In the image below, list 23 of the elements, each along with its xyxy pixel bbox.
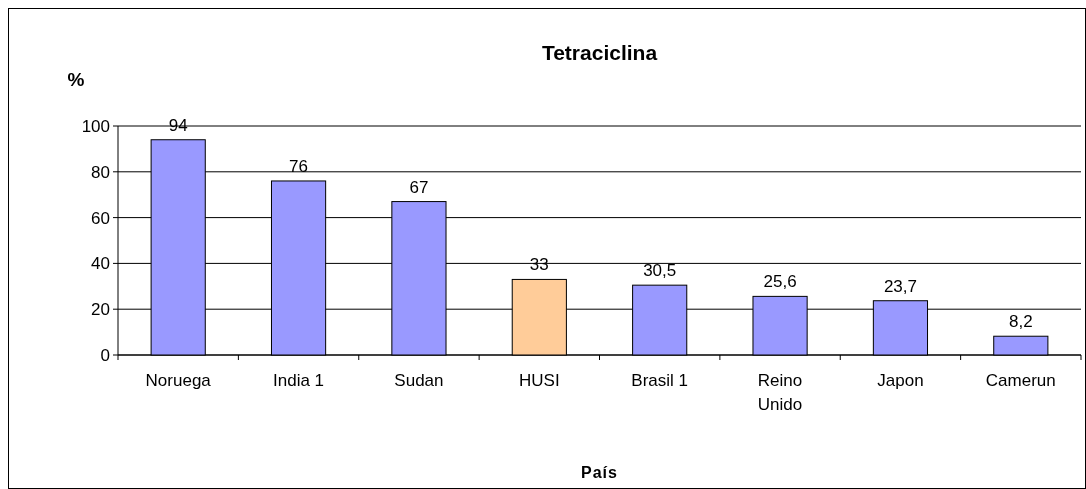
y-tick-label: 0 xyxy=(100,346,110,365)
x-tick-label: HUSI xyxy=(519,371,560,390)
chart-title: Tetraciclina xyxy=(541,41,658,64)
x-tick-label: Japon xyxy=(877,371,924,390)
x-tick-label: Noruega xyxy=(145,371,212,390)
y-tick-label: 20 xyxy=(91,300,110,320)
y-tick-label: 40 xyxy=(91,254,110,274)
data-label: 67 xyxy=(409,177,429,197)
x-tick-label: Sudan xyxy=(394,371,444,390)
x-tick-label: Camerun xyxy=(985,371,1056,390)
data-label: 30,5 xyxy=(643,261,677,281)
data-label: 94 xyxy=(168,115,188,135)
x-tick-label: Reino Unido xyxy=(757,371,803,414)
data-label: 25,6 xyxy=(763,272,797,292)
x-axis-title: País xyxy=(581,464,618,481)
y-tick-label: 100 xyxy=(81,117,110,136)
data-label: 8,2 xyxy=(1008,312,1033,332)
x-tick-label: India 1 xyxy=(273,371,325,390)
y-tick-label: 60 xyxy=(91,208,110,228)
y-axis-title: % xyxy=(67,69,85,90)
y-tick-label: 80 xyxy=(91,162,110,182)
data-label: 23,7 xyxy=(883,276,917,296)
x-tick-label: Brasil 1 xyxy=(631,371,689,390)
